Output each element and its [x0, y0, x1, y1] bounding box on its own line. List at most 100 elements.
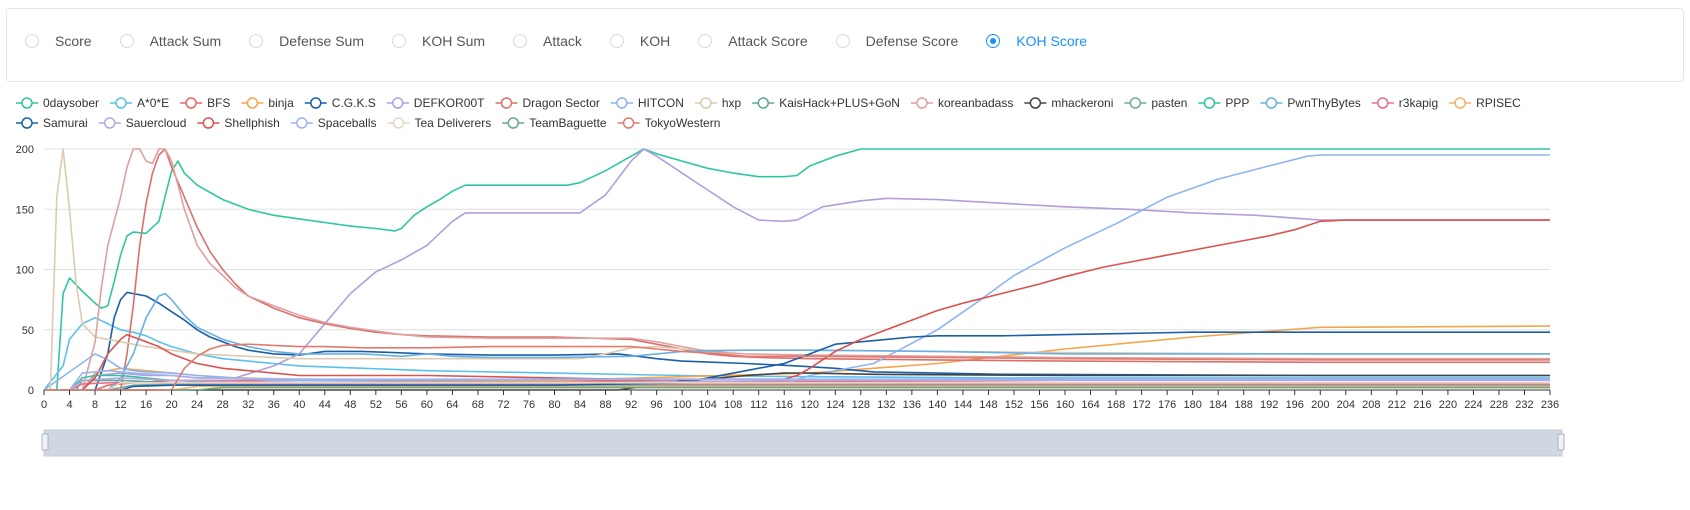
- legend-marker-icon: [757, 97, 769, 109]
- metric-option-defense-sum[interactable]: Defense Sum: [249, 33, 364, 49]
- data-zoom-slider[interactable]: [41, 429, 1565, 457]
- legend-marker-icon: [246, 97, 259, 109]
- legend-item-dragon-sector[interactable]: Dragon Sector: [495, 96, 600, 110]
- legend-marker-icon: [1029, 97, 1042, 109]
- radio-circle-icon[interactable]: [25, 34, 39, 48]
- radio-circle-icon[interactable]: [392, 34, 406, 48]
- radio-circle-icon[interactable]: [698, 34, 713, 48]
- legend-marker-icon: [916, 97, 928, 109]
- metric-option-koh-score[interactable]: KOH Score: [986, 33, 1087, 49]
- legend-marker-icon: [1203, 97, 1216, 109]
- metric-option-attack-score[interactable]: Attack Score: [698, 33, 808, 49]
- metric-option-koh[interactable]: KOH: [609, 33, 670, 49]
- metric-option-koh-sum[interactable]: KOH Sum: [392, 33, 485, 49]
- series-line-teambaguette: [44, 386, 1550, 391]
- radio-circle-icon[interactable]: [986, 34, 1001, 48]
- radio-circle-icon[interactable]: [119, 34, 134, 48]
- legend-label: hxp: [722, 96, 742, 110]
- x-tick-label: 20: [166, 399, 178, 411]
- legend-item-0daysober[interactable]: 0daysober: [16, 96, 99, 110]
- legend-label: PPP: [1225, 96, 1249, 110]
- legend-item-pwnthybytes[interactable]: PwnThyBytes: [1260, 96, 1361, 110]
- legend-marker-icon: [500, 97, 513, 109]
- x-tick-label: 176: [1158, 399, 1176, 411]
- legend-item-c-g-k-s[interactable]: C.G.K.S: [304, 96, 376, 110]
- x-tick-label: 120: [801, 399, 819, 411]
- legend-item-spaceballs[interactable]: Spaceballs: [290, 116, 377, 130]
- chart-series-layer: [43, 148, 1551, 391]
- legend-label: Samurai: [43, 116, 88, 130]
- legend-item-hxp[interactable]: hxp: [694, 96, 742, 110]
- legend-marker-icon: [1377, 97, 1389, 109]
- x-tick-label: 128: [852, 399, 870, 411]
- x-tick-label: 104: [698, 399, 716, 411]
- radio-circle-icon[interactable]: [249, 34, 264, 48]
- legend-item-pasten[interactable]: pasten: [1124, 96, 1187, 110]
- y-axis: 0 50 100 150 200: [16, 144, 34, 397]
- zoom-track[interactable]: [43, 429, 1563, 457]
- legend-item-tea-deliverers[interactable]: Tea Deliverers: [387, 116, 492, 130]
- radio-circle-icon[interactable]: [513, 34, 528, 48]
- metric-option-label: Attack Score: [728, 33, 808, 49]
- legend-marker-icon: [185, 97, 197, 109]
- legend-marker-icon: [392, 97, 404, 109]
- series-line-koreanbadass: [44, 148, 1550, 391]
- x-tick-label: 116: [775, 399, 793, 411]
- legend-item-mhackeroni[interactable]: mhackeroni: [1024, 96, 1113, 110]
- legend-item-kaishack-plus-gon[interactable]: KaisHack+PLUS+GoN: [752, 96, 900, 110]
- legend-label: Spaceballs: [318, 116, 377, 130]
- x-tick-label: 136: [903, 399, 921, 411]
- legend-marker-icon: [507, 117, 519, 129]
- x-tick-label: 32: [242, 399, 254, 411]
- x-tick-label: 72: [497, 399, 509, 411]
- y-tick-label: 200: [16, 144, 34, 156]
- legend-item-a-0-e[interactable]: A*0*E: [110, 96, 169, 110]
- legend-marker-icon: [296, 117, 308, 129]
- y-tick-label: 150: [16, 204, 34, 216]
- legend-item-hitcon[interactable]: HITCON: [610, 96, 684, 110]
- legend-item-ppp[interactable]: PPP: [1198, 96, 1249, 110]
- legend-item-teambaguette[interactable]: TeamBaguette: [502, 116, 607, 130]
- x-tick-label: 76: [523, 399, 535, 411]
- x-tick-label: 192: [1260, 399, 1278, 411]
- metric-option-label: Attack: [543, 33, 582, 49]
- zoom-handle-left[interactable]: [41, 433, 49, 451]
- legend-marker-icon: [622, 117, 635, 129]
- legend-item-tokyowestern[interactable]: TokyoWestern: [617, 116, 721, 130]
- x-tick-label: 208: [1362, 399, 1380, 411]
- x-tick-label: 0: [41, 399, 47, 411]
- x-tick-label: 108: [724, 399, 742, 411]
- legend-label: PwnThyBytes: [1287, 96, 1360, 110]
- legend-label: BFS: [207, 96, 230, 110]
- metric-option-label: Attack Sum: [149, 33, 222, 49]
- metric-option-defense-score[interactable]: Defense Score: [835, 33, 958, 49]
- legend-item-samurai[interactable]: Samurai: [16, 116, 88, 130]
- legend-marker-icon: [700, 97, 712, 109]
- radio-circle-icon[interactable]: [609, 34, 624, 48]
- legend-item-binja[interactable]: binja: [241, 96, 294, 110]
- series-line-tea-deliverers: [44, 381, 1550, 391]
- metric-option-attack[interactable]: Attack: [513, 33, 582, 49]
- x-tick-label: 228: [1490, 399, 1508, 411]
- metric-option-score[interactable]: Score: [25, 33, 92, 49]
- x-tick-label: 232: [1515, 399, 1533, 411]
- series-line-r3kapig: [44, 381, 1550, 391]
- legend-item-sauercloud[interactable]: Sauercloud: [98, 116, 187, 130]
- x-tick-label: 212: [1388, 399, 1406, 411]
- x-tick-label: 84: [574, 399, 586, 411]
- zoom-handle-right[interactable]: [1557, 433, 1565, 451]
- legend-item-koreanbadass[interactable]: koreanbadass: [910, 96, 1013, 110]
- x-tick-label: 24: [191, 399, 203, 411]
- x-tick-label: 56: [395, 399, 407, 411]
- radio-circle-icon[interactable]: [835, 34, 850, 48]
- legend-item-bfs[interactable]: BFS: [180, 96, 230, 110]
- legend-item-rpisec[interactable]: RPISEC: [1449, 96, 1521, 110]
- legend-item-defkor00t[interactable]: DEFKOR00T: [386, 96, 485, 110]
- legend-item-r3kapig[interactable]: r3kapig: [1371, 96, 1438, 110]
- x-tick-label: 16: [140, 399, 152, 411]
- series-line-dragon-sector: [44, 148, 1550, 391]
- legend-item-shellphish[interactable]: Shellphish: [197, 116, 280, 130]
- metric-option-attack-sum[interactable]: Attack Sum: [119, 33, 222, 49]
- x-tick-label: 28: [217, 399, 229, 411]
- legend-label: Sauercloud: [126, 116, 187, 130]
